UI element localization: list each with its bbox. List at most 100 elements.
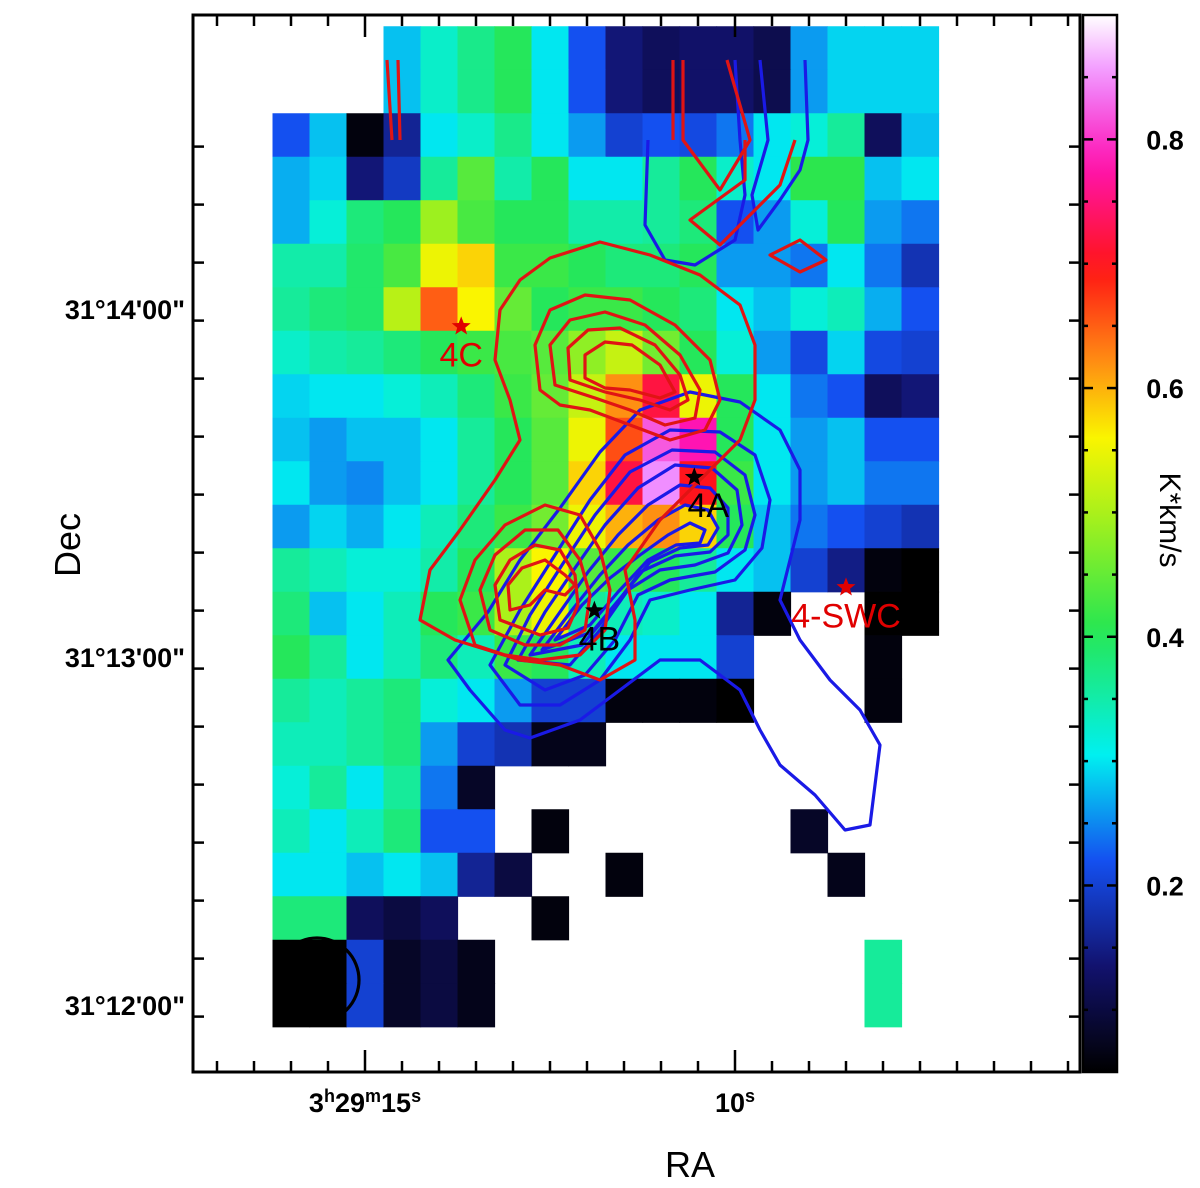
heatmap-cell (420, 243, 459, 288)
heatmap-cell (790, 504, 829, 549)
heatmap-cell (420, 896, 459, 941)
heatmap-cell (753, 113, 792, 158)
heatmap-cell (383, 678, 422, 723)
heatmap-cell (790, 330, 829, 375)
heatmap-cell (790, 287, 829, 332)
heatmap-cell (272, 591, 311, 636)
frame-ticks (193, 15, 1080, 1072)
heatmap-cell (494, 461, 533, 506)
heatmap-cell (901, 156, 940, 201)
heatmap-cell (568, 156, 607, 201)
heatmap-cell (346, 330, 385, 375)
heatmap-cell (309, 461, 348, 506)
red-contour-outflow-3 (681, 59, 752, 192)
heatmap-cell (864, 113, 903, 158)
heatmap-cell (272, 287, 311, 332)
y-axis-title: Dec (47, 513, 88, 577)
heatmap-cell (901, 461, 940, 506)
heatmap-cell (864, 417, 903, 462)
heatmap-cell (531, 200, 570, 245)
blue-contour-outer (446, 390, 882, 832)
heatmap-cell (346, 852, 385, 897)
blue-contour-2 (488, 428, 772, 707)
heatmap-cell (790, 200, 829, 245)
heatmap-cell (420, 69, 459, 114)
heatmap-cell (494, 504, 533, 549)
colorbar-tick-label: 0.8 (1146, 125, 1184, 155)
heatmap-cell (753, 287, 792, 332)
heatmap-cell (605, 113, 644, 158)
heatmap-cell (716, 417, 755, 462)
heatmap-cell (531, 461, 570, 506)
heatmap-cell (309, 417, 348, 462)
heatmap-cell (531, 69, 570, 114)
red-contour-5 (506, 558, 577, 612)
heatmap-cell (309, 809, 348, 854)
heatmap-cell (309, 896, 348, 941)
heatmap-cell (272, 809, 311, 854)
heatmap-cell (494, 417, 533, 462)
heatmap-cell (272, 374, 311, 419)
heatmap-cell (827, 852, 866, 897)
heatmap-cell (827, 374, 866, 419)
heatmap-cell (457, 113, 496, 158)
heatmap-cell (605, 330, 644, 375)
heatmap-cell (420, 983, 459, 1028)
heatmap-cell (790, 69, 829, 114)
heatmap-cell (753, 374, 792, 419)
heatmap-cell (864, 69, 903, 114)
heatmap-cell (457, 722, 496, 767)
heatmap-cell (827, 243, 866, 288)
heatmap-cell (272, 461, 311, 506)
heatmap-cell (383, 983, 422, 1028)
heatmap-cell (420, 287, 459, 332)
heatmap-cell (309, 113, 348, 158)
heatmap-cell (790, 548, 829, 593)
source-label: 4B (579, 621, 621, 659)
heatmap-cell (494, 200, 533, 245)
heatmap-cell (309, 765, 348, 810)
heatmap-cell (753, 504, 792, 549)
heatmap-cell (272, 417, 311, 462)
heatmap-cell (346, 678, 385, 723)
heatmap-cell (864, 548, 903, 593)
heatmap-cell (864, 200, 903, 245)
heatmap-cell (346, 635, 385, 680)
heatmap-cell (642, 678, 681, 723)
heatmap-cell (679, 635, 718, 680)
heatmap-cell (531, 417, 570, 462)
heatmap-cell (346, 809, 385, 854)
heatmap-cell (383, 765, 422, 810)
heatmap-cell (383, 417, 422, 462)
blue-contour-3 (503, 448, 757, 692)
heatmap-cell (605, 287, 644, 332)
heatmap-cell (272, 678, 311, 723)
heatmap-cell (531, 156, 570, 201)
heatmap-cell (568, 722, 607, 767)
dec-tick-labels: 31°14'00" 31°13'00" 31°12'00" (65, 295, 185, 1021)
heatmap-cell (790, 809, 829, 854)
source-label: 4-SWC (791, 597, 901, 635)
heatmap-cell (383, 635, 422, 680)
heatmap-cell (679, 287, 718, 332)
heatmap-cell (568, 113, 607, 158)
red-contour-9 (583, 340, 677, 400)
heatmap-cell (457, 243, 496, 288)
blue-contour-outflow-1 (643, 59, 747, 267)
heatmap-cell (383, 809, 422, 854)
heatmap-cell (457, 983, 496, 1028)
heatmap-cell (346, 896, 385, 941)
heatmap-cell (383, 156, 422, 201)
heatmap-cell (827, 287, 866, 332)
heatmap-cell (309, 722, 348, 767)
heatmap-cell (753, 591, 792, 636)
heatmap-cell (457, 939, 496, 984)
heatmap-cell (420, 113, 459, 158)
heatmap-cell (679, 113, 718, 158)
heatmap-cell (864, 26, 903, 71)
heatmap-cell (420, 374, 459, 419)
red-contour-4 (493, 543, 580, 637)
heatmap-cell (827, 200, 866, 245)
heatmap-cell (457, 678, 496, 723)
